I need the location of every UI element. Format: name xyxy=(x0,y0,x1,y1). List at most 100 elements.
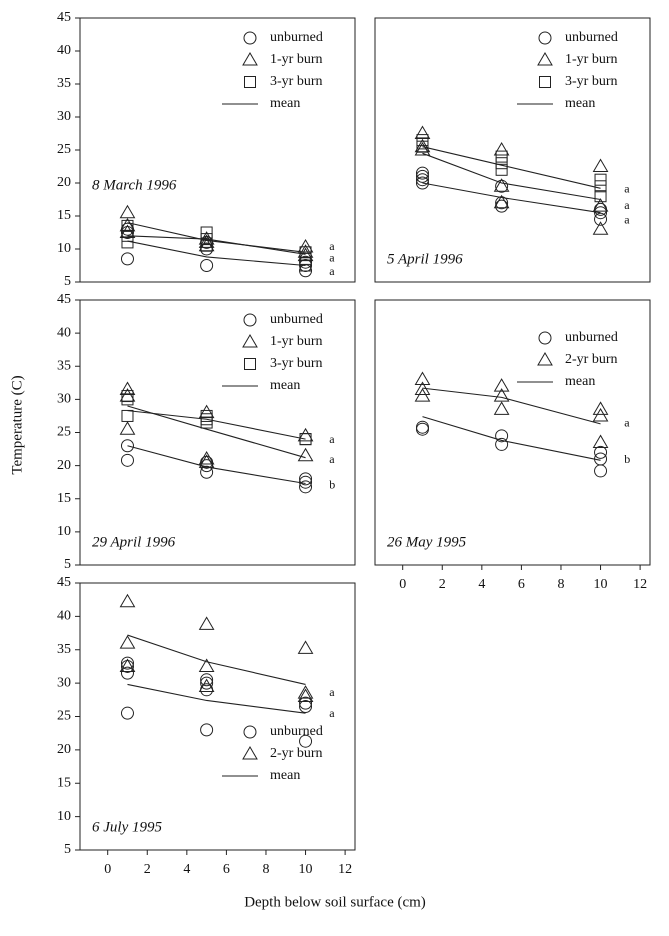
y-tick-label: 40 xyxy=(57,43,71,58)
y-tick-label: 25 xyxy=(57,425,71,440)
panel-label: 29 April 1996 xyxy=(92,534,176,550)
y-tick-label: 10 xyxy=(57,524,71,539)
marker-circle xyxy=(200,676,214,690)
marker-circle xyxy=(495,199,509,213)
marker-circle xyxy=(299,480,313,494)
y-tick-label: 20 xyxy=(57,458,71,473)
marker-triangle xyxy=(592,158,609,172)
y-tick-label: 30 xyxy=(57,675,71,690)
legend-marker xyxy=(537,52,553,66)
significance-letter: a xyxy=(624,416,630,430)
marker-circle xyxy=(299,475,313,489)
y-tick-label: 30 xyxy=(57,109,71,124)
legend-label: mean xyxy=(270,378,300,393)
legend-label: unburned xyxy=(270,30,323,45)
legend-marker xyxy=(244,76,256,88)
y-tick-label: 25 xyxy=(57,709,71,724)
marker-circle xyxy=(299,472,313,486)
legend-marker xyxy=(538,331,552,345)
marker-circle xyxy=(415,420,429,434)
marker-triangle xyxy=(493,401,510,415)
legend-label: 1-yr burn xyxy=(270,334,323,349)
marker-square xyxy=(299,433,312,446)
significance-letter: a xyxy=(329,251,335,265)
marker-triangle xyxy=(414,371,431,385)
marker-triangle xyxy=(414,125,431,139)
marker-circle xyxy=(200,465,214,479)
marker-triangle xyxy=(414,381,431,395)
marker-circle xyxy=(200,259,214,272)
marker-triangle xyxy=(119,381,136,395)
marker-circle xyxy=(120,656,134,670)
x-tick-label: 12 xyxy=(338,862,352,877)
marker-triangle xyxy=(592,198,609,212)
x-tick-label: 10 xyxy=(299,862,313,877)
marker-circle xyxy=(120,706,134,720)
marker-circle xyxy=(495,196,509,210)
significance-letter: a xyxy=(329,264,335,278)
legend-marker xyxy=(243,313,257,327)
marker-square xyxy=(416,134,429,147)
legend-marker xyxy=(243,31,257,45)
x-tick-label: 12 xyxy=(633,577,647,592)
marker-circle xyxy=(594,464,608,478)
marker-circle xyxy=(200,673,214,687)
marker-triangle xyxy=(592,221,609,235)
y-tick-label: 10 xyxy=(57,241,71,256)
marker-circle xyxy=(200,723,214,737)
marker-triangle xyxy=(493,178,510,192)
legend-marker xyxy=(242,746,258,760)
marker-circle xyxy=(299,696,313,710)
significance-letter: a xyxy=(329,432,335,446)
x-tick-label: 4 xyxy=(478,577,485,592)
y-tick-label: 20 xyxy=(57,742,71,757)
marker-circle xyxy=(594,445,608,459)
marker-square xyxy=(299,252,312,265)
marker-triangle xyxy=(198,234,215,248)
mean-line xyxy=(127,445,306,485)
marker-square xyxy=(495,150,508,163)
y-tick-label: 10 xyxy=(57,809,71,824)
y-tick-label: 35 xyxy=(57,358,71,373)
marker-triangle xyxy=(198,404,215,419)
mean-line xyxy=(127,683,306,714)
legend-marker xyxy=(242,334,258,348)
y-tick-label: 5 xyxy=(64,557,71,572)
marker-square xyxy=(121,236,134,249)
significance-letter: a xyxy=(329,706,335,720)
legend-marker xyxy=(244,358,256,370)
x-tick-label: 10 xyxy=(594,577,608,592)
legend-label: mean xyxy=(565,96,595,111)
marker-circle xyxy=(495,429,509,443)
marker-triangle xyxy=(297,447,314,462)
significance-letter: a xyxy=(624,181,630,195)
panel-label: 26 May 1995 xyxy=(387,534,467,550)
marker-circle xyxy=(120,659,134,673)
y-tick-label: 15 xyxy=(57,491,71,506)
marker-triangle xyxy=(198,616,215,630)
significance-letter: a xyxy=(329,239,335,253)
marker-triangle xyxy=(493,142,510,156)
marker-triangle xyxy=(119,421,136,435)
y-axis-label: Temperature (C) xyxy=(9,375,25,474)
mean-line xyxy=(422,387,601,425)
marker-circle xyxy=(120,453,134,467)
x-tick-label: 6 xyxy=(518,577,525,592)
marker-square xyxy=(495,157,508,170)
x-tick-label: 8 xyxy=(262,862,269,877)
legend-label: 1-yr burn xyxy=(270,52,323,67)
marker-triangle xyxy=(198,678,215,692)
legend-label: unburned xyxy=(270,312,323,327)
x-tick-label: 8 xyxy=(557,577,564,592)
marker-triangle xyxy=(297,688,314,702)
legend-label: unburned xyxy=(565,30,618,45)
marker-square xyxy=(121,409,134,422)
x-tick-label: 2 xyxy=(439,577,446,592)
y-tick-label: 5 xyxy=(64,842,71,857)
marker-triangle xyxy=(493,194,510,209)
legend-label: unburned xyxy=(270,724,323,739)
marker-triangle xyxy=(119,204,136,219)
panel-label: 8 March 1996 xyxy=(92,178,177,194)
x-tick-label: 0 xyxy=(104,862,111,877)
